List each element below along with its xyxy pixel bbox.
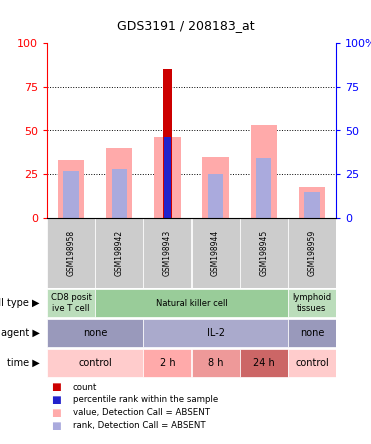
Bar — [47, 349, 143, 377]
Bar — [106, 148, 132, 218]
Text: count: count — [73, 383, 97, 392]
Text: ■: ■ — [51, 420, 60, 431]
Text: control: control — [78, 358, 112, 368]
Text: time ▶: time ▶ — [7, 358, 40, 368]
Bar — [240, 349, 288, 377]
Text: GSM198943: GSM198943 — [163, 230, 172, 276]
Bar — [299, 186, 325, 218]
Bar — [288, 218, 336, 288]
Text: GSM198944: GSM198944 — [211, 230, 220, 276]
Bar — [288, 319, 336, 347]
Text: GSM198958: GSM198958 — [66, 230, 76, 276]
Text: rank, Detection Call = ABSENT: rank, Detection Call = ABSENT — [73, 421, 206, 430]
Bar — [240, 218, 288, 288]
Bar — [95, 289, 288, 317]
Bar — [47, 289, 95, 317]
Text: GDS3191 / 208183_at: GDS3191 / 208183_at — [117, 19, 254, 32]
Text: CD8 posit
ive T cell: CD8 posit ive T cell — [51, 293, 92, 313]
Bar — [164, 138, 171, 218]
Bar — [304, 192, 320, 218]
Text: GSM198959: GSM198959 — [308, 230, 316, 276]
Bar — [95, 218, 143, 288]
Text: Natural killer cell: Natural killer cell — [155, 298, 227, 308]
Bar — [162, 69, 172, 218]
Bar — [143, 218, 191, 288]
Bar — [47, 319, 143, 347]
Bar — [288, 289, 336, 317]
Bar — [112, 169, 127, 218]
Text: ■: ■ — [51, 382, 60, 392]
Bar — [208, 174, 223, 218]
Text: cell type ▶: cell type ▶ — [0, 298, 40, 308]
Bar — [47, 218, 95, 288]
Bar — [191, 218, 240, 288]
Bar — [288, 349, 336, 377]
Text: control: control — [295, 358, 329, 368]
Text: GSM198942: GSM198942 — [115, 230, 124, 276]
Text: ■: ■ — [51, 408, 60, 418]
Bar — [191, 349, 240, 377]
Text: ■: ■ — [51, 395, 60, 405]
Text: 2 h: 2 h — [160, 358, 175, 368]
Text: none: none — [300, 328, 324, 338]
Bar — [250, 125, 277, 218]
Bar — [143, 349, 191, 377]
Text: none: none — [83, 328, 107, 338]
Text: 24 h: 24 h — [253, 358, 275, 368]
Bar — [58, 160, 84, 218]
Bar — [202, 157, 229, 218]
Text: IL-2: IL-2 — [207, 328, 224, 338]
Text: value, Detection Call = ABSENT: value, Detection Call = ABSENT — [73, 408, 210, 417]
Text: 8 h: 8 h — [208, 358, 223, 368]
Text: lymphoid
tissues: lymphoid tissues — [292, 293, 331, 313]
Bar — [143, 319, 288, 347]
Bar — [154, 138, 181, 218]
Text: GSM198945: GSM198945 — [259, 230, 268, 276]
Bar — [63, 171, 79, 218]
Text: percentile rank within the sample: percentile rank within the sample — [73, 396, 218, 404]
Text: agent ▶: agent ▶ — [1, 328, 40, 338]
Bar — [256, 159, 272, 218]
